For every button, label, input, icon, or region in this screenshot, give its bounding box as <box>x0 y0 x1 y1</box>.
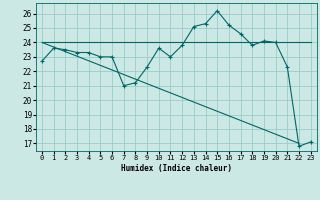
X-axis label: Humidex (Indice chaleur): Humidex (Indice chaleur) <box>121 164 232 173</box>
